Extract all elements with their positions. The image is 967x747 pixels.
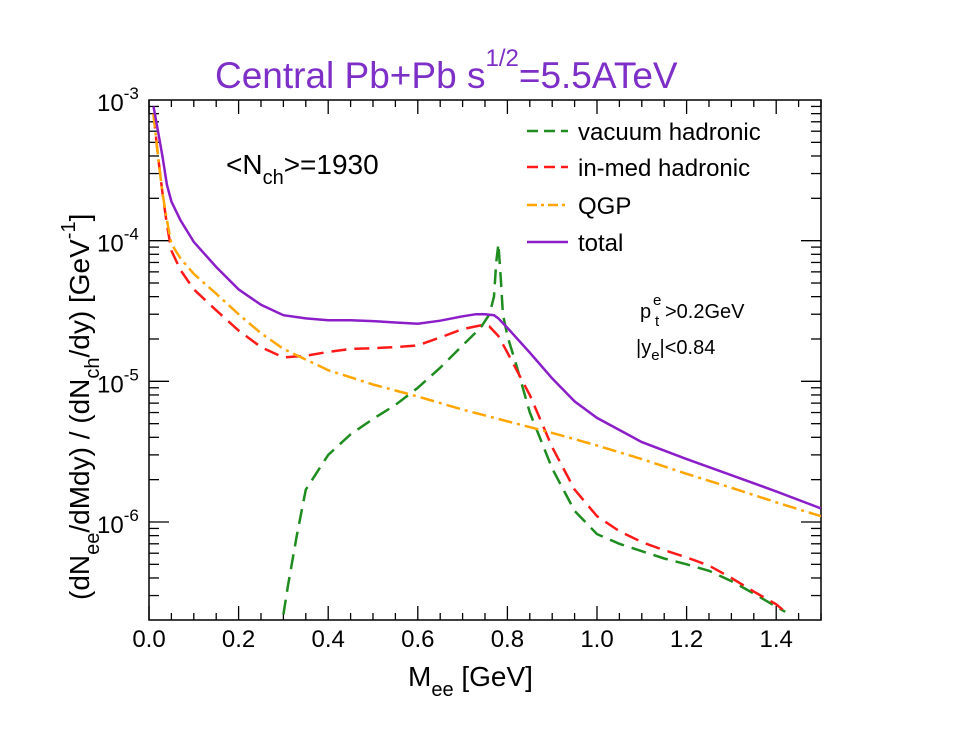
series-line-vacuum-hadronic	[282, 243, 786, 615]
annotation-nch-sub: ch	[263, 167, 284, 189]
y-axis-label-sup: -1	[58, 221, 80, 239]
x-axis-label-base: M	[408, 661, 431, 692]
x-tick-label: 0.0	[132, 626, 165, 653]
ticks-layer: 0.0 0.2 0.4 0.6 0.8 1.0 1.2 1.4 10-3 10-4 10-5 10-6	[97, 84, 822, 653]
annotation-pt-sub: t	[655, 313, 660, 330]
x-tick-label: 1.4	[760, 626, 793, 653]
annotation-y-sub: e	[651, 347, 659, 364]
annotation-pt-base: p	[640, 301, 651, 323]
annotation-y-pre: |y	[636, 337, 651, 359]
series-layer	[152, 106, 821, 615]
x-tick-label: 0.4	[312, 626, 345, 653]
y-tick-label: 10-4	[97, 225, 139, 258]
y-axis-label-s2: ch	[82, 357, 104, 378]
annotation-nch-post: >=1930	[284, 149, 379, 180]
chart-title-main: Central Pb+Pb s	[215, 55, 485, 96]
series-line-total	[152, 106, 821, 510]
series-line-in-med-hadronic	[152, 113, 787, 613]
y-tick-label: 10-5	[97, 365, 139, 398]
annotation-nch-pre: <N	[226, 149, 263, 180]
chart-title-tail: =5.5ATeV	[519, 55, 678, 96]
annotation-pt-post: >0.2GeV	[665, 301, 745, 323]
x-tick-label: 1.0	[580, 626, 613, 653]
series-line-qgp	[152, 113, 821, 518]
y-axis-label-s1: ee	[82, 533, 104, 555]
annotation-pt: p e t >0.2GeV	[640, 292, 745, 330]
annotation-pt-sup: e	[653, 292, 661, 309]
x-axis-label-sub: ee	[431, 679, 453, 701]
y-tick-label: 10-3	[97, 84, 139, 117]
y-axis-label-p3: /dy) [GeV	[64, 239, 95, 358]
annotation-nch: <Nch>=1930	[226, 149, 379, 189]
y-tick-label: 10-6	[97, 506, 139, 539]
x-tick-label: 0.2	[222, 626, 255, 653]
y-axis-label-p1: (dN	[64, 555, 95, 600]
legend: vacuum hadronic in-med hadronic QGP tota…	[527, 119, 761, 257]
legend-label-total: total	[578, 230, 623, 257]
x-axis-label: Mee [GeV]	[408, 661, 533, 701]
y-axis-label-p4: ]	[64, 214, 95, 222]
annotation-y-post: |<0.84	[660, 337, 716, 359]
chart-title-sup: 1/2	[485, 45, 518, 72]
legend-label-vacuum-hadronic: vacuum hadronic	[578, 119, 761, 146]
x-tick-label: 0.8	[491, 626, 524, 653]
legend-label-qgp: QGP	[578, 193, 631, 220]
x-axis-label-tail: [GeV]	[454, 661, 533, 692]
x-tick-label: 0.6	[401, 626, 434, 653]
x-tick-label: 1.2	[670, 626, 703, 653]
y-axis-label: (dNee/dMdy) / (dNch/dy) [GeV-1]	[58, 214, 104, 600]
chart-title: Central Pb+Pb s1/2=5.5ATeV	[215, 45, 678, 96]
annotation-y: |ye|<0.84	[636, 337, 715, 364]
y-axis-label-p2: /dMdy) / (dN	[64, 379, 95, 533]
legend-label-in-med-hadronic: in-med hadronic	[578, 155, 750, 182]
